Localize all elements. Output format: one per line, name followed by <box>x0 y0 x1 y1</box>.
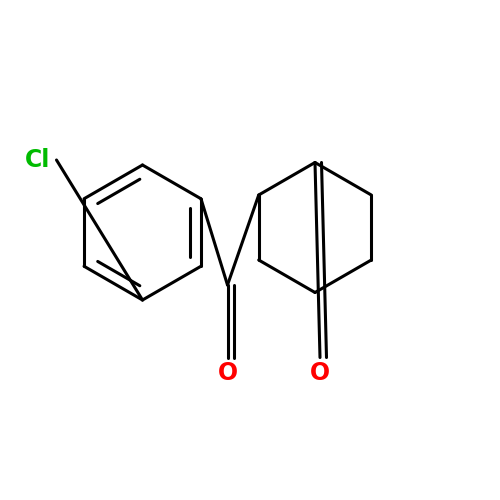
Text: Cl: Cl <box>25 148 50 172</box>
Text: O: O <box>310 360 330 384</box>
Text: O: O <box>218 360 238 384</box>
